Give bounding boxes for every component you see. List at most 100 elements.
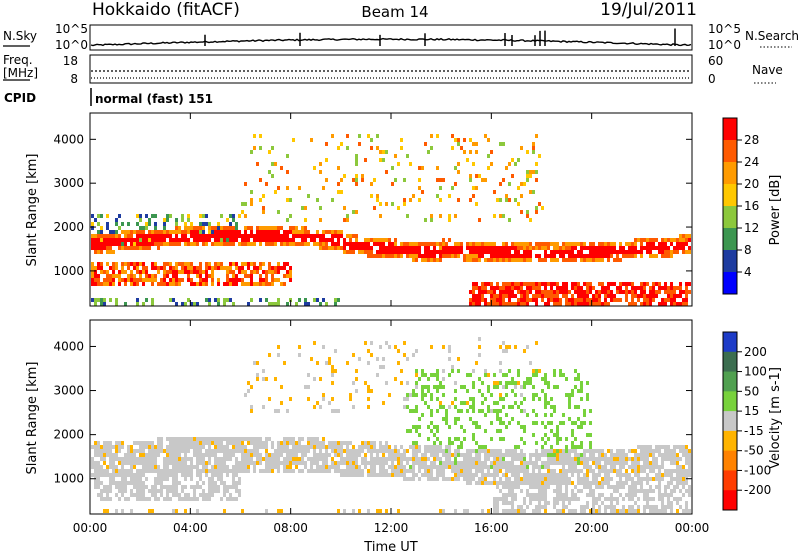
heat-cell [583, 413, 586, 417]
heat-cell [565, 393, 568, 397]
heat-cell [364, 457, 367, 461]
heat-cell [229, 493, 232, 497]
heat-cell [463, 453, 466, 457]
heat-cell [412, 457, 415, 461]
heat-cell [487, 509, 490, 513]
noise-trace [90, 28, 692, 47]
heat-cell [256, 162, 259, 166]
heat-cell [373, 178, 376, 182]
heat-cell [277, 262, 280, 266]
heat-cell [328, 401, 331, 405]
heat-cell [601, 485, 604, 489]
heat-cell [556, 246, 559, 250]
heat-cell [484, 449, 487, 453]
heat-cell [616, 457, 619, 461]
heat-cell [499, 453, 502, 457]
heat-cell [187, 457, 190, 461]
heat-cell [379, 250, 382, 254]
heat-cell [178, 449, 181, 453]
heat-cell [574, 449, 577, 453]
heat-cell [316, 298, 319, 302]
heat-cell [586, 449, 589, 453]
heat-cell [685, 282, 688, 286]
heat-cell [106, 497, 109, 501]
heat-cell [322, 230, 325, 234]
heat-cell [439, 457, 442, 461]
heat-cell [202, 270, 205, 274]
heat-cell [112, 457, 115, 461]
heat-cell [649, 290, 652, 294]
heat-cell [673, 461, 676, 465]
heat-cell [331, 134, 334, 138]
heat-cell [565, 485, 568, 489]
heat-cell [502, 250, 505, 254]
heat-cell [259, 298, 262, 302]
heat-cell [328, 230, 331, 234]
heat-cell [625, 298, 628, 302]
heat-cell [106, 465, 109, 469]
heat-cell [412, 441, 415, 445]
heat-cell [517, 473, 520, 477]
heat-cell [100, 453, 103, 457]
heat-cell [661, 286, 664, 290]
heat-cell [517, 421, 520, 425]
heat-cell [229, 262, 232, 266]
heat-cell [112, 473, 115, 477]
heat-cell [442, 393, 445, 397]
heat-cell [310, 238, 313, 242]
heat-cell [586, 469, 589, 473]
heat-cell [532, 493, 535, 497]
heat-cell [607, 505, 610, 509]
heat-cell [523, 246, 526, 250]
heat-cell [571, 489, 574, 493]
heat-cell [529, 461, 532, 465]
heat-cell [601, 457, 604, 461]
heat-cell [427, 457, 430, 461]
heat-cell [574, 457, 577, 461]
heat-cell [520, 286, 523, 290]
heat-cell [400, 138, 403, 142]
heat-cell [658, 481, 661, 485]
heat-cell [556, 449, 559, 453]
heat-cell [493, 401, 496, 405]
heat-cell [589, 258, 592, 262]
heat-cell [109, 445, 112, 449]
heat-cell [334, 461, 337, 465]
heat-cell [319, 302, 322, 306]
heat-cell [223, 457, 226, 461]
heat-cell [238, 445, 241, 449]
heat-cell [244, 270, 247, 274]
heat-cell [196, 473, 199, 477]
heat-cell [565, 294, 568, 298]
heat-cell [262, 194, 265, 198]
heat-cell [367, 449, 370, 453]
heat-cell [169, 437, 172, 441]
heat-cell [175, 449, 178, 453]
heat-cell [649, 505, 652, 509]
heat-cell [499, 409, 502, 413]
heat-cell [445, 246, 448, 250]
heat-cell [559, 290, 562, 294]
heat-cell [346, 441, 349, 445]
heat-cell [250, 274, 253, 278]
heat-cell [403, 353, 406, 357]
heat-cell [166, 230, 169, 234]
heat-cell [184, 485, 187, 489]
heat-cell [451, 461, 454, 465]
heat-cell [670, 294, 673, 298]
heat-cell [181, 266, 184, 270]
heat-cell [172, 441, 175, 445]
heat-cell [475, 282, 478, 286]
heat-cell [151, 493, 154, 497]
heat-cell [91, 266, 94, 270]
heat-cell [547, 385, 550, 389]
heat-cell [634, 246, 637, 250]
heat-cell [277, 230, 280, 234]
heat-cell [154, 226, 157, 230]
heat-cell [190, 461, 193, 465]
heat-cell [658, 302, 661, 306]
heat-cell [277, 278, 280, 282]
power-panel-frame [90, 113, 692, 306]
heat-cell [595, 298, 598, 302]
heat-cell [523, 397, 526, 401]
